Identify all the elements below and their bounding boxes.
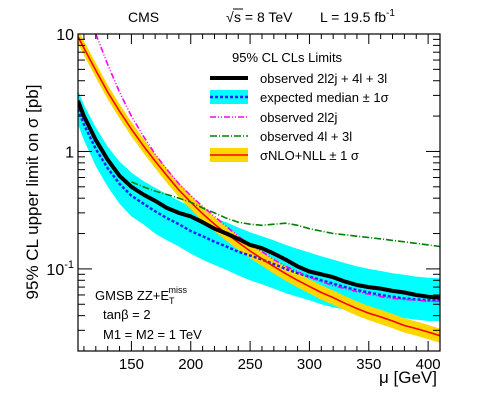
legend-label-observed-2l2j: observed 2l2j xyxy=(260,110,337,125)
lines-layer xyxy=(78,34,440,337)
series-line-observed-combined xyxy=(78,100,440,300)
legend: 95% CL CLs Limits observed 2l2j + 4l + 3… xyxy=(210,50,389,163)
x-tick-label-400: 400 xyxy=(416,356,441,373)
header-energy-sqrt: √ xyxy=(226,9,234,25)
annotation-line1: GMSB ZZ+ETmiss xyxy=(95,285,188,306)
series-line-observed-4l3l xyxy=(131,181,440,248)
x-tick-label-300: 300 xyxy=(297,356,322,373)
axes-layer: 150 200 250 300 350 400 10-1 1 10 xyxy=(46,27,440,373)
x-tick-label-350: 350 xyxy=(356,356,381,373)
y-tick-label: 1 xyxy=(65,144,74,161)
legend-label-observed-combined: observed 2l2j + 4l + 3l xyxy=(260,71,387,86)
legend-label-expected: expected median ± 1σ xyxy=(260,90,389,105)
x-tick-label-250: 250 xyxy=(238,356,263,373)
x-axis-label: μ [GeV] xyxy=(379,368,437,387)
annotation-line2: tanβ = 2 xyxy=(103,307,151,322)
y-tick-label: 10-1 xyxy=(46,259,74,279)
x-tick-label-200: 200 xyxy=(178,356,203,373)
legend-title: 95% CL CLs Limits xyxy=(232,50,343,65)
legend-label-observed-4l3l: observed 4l + 3l xyxy=(260,129,352,144)
series-line-expected xyxy=(78,108,440,302)
series-line-observed-2l2j xyxy=(95,34,440,303)
header-energy: s = 8 TeV xyxy=(234,9,293,25)
model-annotation: GMSB ZZ+ETmiss tanβ = 2 M1 = M2 = 1 TeV xyxy=(95,285,202,342)
annotation-line3: M1 = M2 = 1 TeV xyxy=(103,327,202,342)
legend-label-theory: σNLO+NLL ± 1 σ xyxy=(260,148,359,163)
y-tick-label: 10 xyxy=(56,27,74,44)
header-lumi: L = 19.5 fb-1 xyxy=(320,8,395,25)
series-line-theory xyxy=(78,36,440,337)
plot-frame xyxy=(77,33,441,352)
legend-swatch-expected-band xyxy=(210,90,248,104)
y-axis-label: 95% CL upper limit on σ [pb] xyxy=(23,85,42,300)
x-tick-label-150: 150 xyxy=(119,356,144,373)
header-lumi-sup: -1 xyxy=(386,8,395,19)
header-experiment: CMS xyxy=(128,9,159,25)
header-lumi-text: L = 19.5 fb xyxy=(320,9,386,25)
